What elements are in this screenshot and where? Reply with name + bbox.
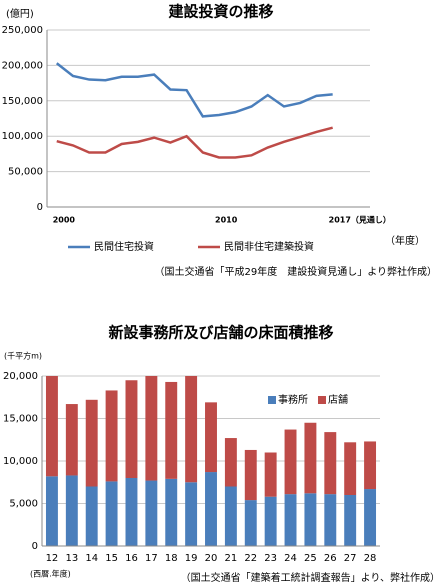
y-tick-label: 150,000 bbox=[2, 96, 43, 107]
bar bbox=[165, 478, 178, 546]
legend-label: 事務所 bbox=[278, 393, 308, 406]
y-tick-label: 20,000 bbox=[3, 371, 38, 382]
x-tick-label: 2000 bbox=[53, 216, 76, 225]
bars bbox=[45, 376, 377, 546]
bar bbox=[85, 399, 98, 487]
legend-label: 民間非住宅建築投資 bbox=[224, 240, 314, 253]
bar bbox=[264, 452, 277, 497]
x-tick-label: 22 bbox=[244, 553, 257, 564]
bar bbox=[224, 438, 237, 487]
bar bbox=[284, 494, 297, 546]
x-tick-label: 15 bbox=[105, 553, 118, 564]
bar bbox=[45, 376, 58, 477]
bar bbox=[105, 390, 118, 482]
bar bbox=[244, 500, 257, 546]
bar bbox=[284, 429, 297, 495]
bar bbox=[264, 496, 277, 546]
bar bbox=[304, 493, 317, 546]
legend-swatch bbox=[318, 396, 326, 404]
y-tick-label: 0 bbox=[37, 202, 43, 213]
y-tick-label: 0 bbox=[32, 541, 38, 552]
bar bbox=[145, 376, 158, 481]
legend-swatch bbox=[268, 396, 276, 404]
source-note: （国土交通省「建築着工統計調査報告」より、弊社作成） bbox=[181, 571, 440, 584]
x-tick-label: 18 bbox=[165, 553, 178, 564]
source-note: （国土交通省「平成29年度 建設投資見通し」より弊社作成） bbox=[154, 265, 437, 278]
y-tick-label: 5,000 bbox=[9, 499, 38, 510]
bar bbox=[205, 402, 217, 473]
bar bbox=[304, 422, 317, 494]
line bbox=[55, 62, 333, 118]
x-tick-label: 25 bbox=[304, 553, 317, 564]
x-tick-label: 23 bbox=[264, 553, 277, 564]
bar bbox=[125, 380, 138, 478]
x-tick-label: 2017（見通し） bbox=[329, 215, 391, 225]
bar bbox=[185, 376, 198, 483]
x-tick-label: 16 bbox=[125, 553, 138, 564]
x-tick-label: 24 bbox=[284, 553, 297, 564]
x-tick-label: 13 bbox=[65, 553, 78, 564]
x-axis-label: (西暦.年度) bbox=[30, 569, 71, 579]
bar bbox=[244, 449, 257, 501]
bar bbox=[344, 495, 357, 546]
chart-title: 建設投資の推移 bbox=[168, 3, 273, 21]
bar bbox=[105, 481, 118, 546]
legend-label: 民間住宅投資 bbox=[94, 240, 154, 253]
y-axis-label: (億円) bbox=[6, 7, 34, 20]
x-tick-label: 27 bbox=[344, 553, 357, 564]
bar bbox=[205, 472, 217, 546]
x-tick-label: 19 bbox=[185, 553, 198, 564]
x-tick-label: 21 bbox=[225, 553, 238, 564]
bar bbox=[344, 442, 357, 495]
x-tick-label: 28 bbox=[364, 553, 377, 564]
y-axis-label: (千平方m) bbox=[4, 351, 42, 361]
bar bbox=[224, 486, 237, 546]
x-tick-label: 12 bbox=[46, 553, 59, 564]
y-tick-label: 50,000 bbox=[8, 167, 43, 178]
bar bbox=[165, 381, 178, 479]
bar bbox=[324, 432, 337, 495]
chart-title: 新設事務所及び店舗の床面積推移 bbox=[108, 324, 333, 342]
y-tick-label: 250,000 bbox=[2, 25, 43, 36]
bar bbox=[185, 482, 198, 546]
bar bbox=[45, 476, 58, 546]
bar bbox=[65, 475, 78, 546]
bar bbox=[65, 404, 78, 476]
bar bbox=[324, 494, 337, 546]
bar bbox=[364, 441, 377, 490]
x-axis-label: （年度） bbox=[385, 234, 425, 247]
bar bbox=[85, 486, 98, 546]
y-tick-label: 200,000 bbox=[2, 60, 43, 71]
x-tick-label: 14 bbox=[85, 553, 98, 564]
y-tick-label: 10,000 bbox=[3, 456, 38, 467]
legend-label: 店舗 bbox=[328, 393, 348, 406]
x-tick-label: 2010 bbox=[215, 216, 238, 225]
bar bbox=[125, 478, 138, 546]
bar bbox=[364, 489, 377, 546]
x-tick-label: 26 bbox=[324, 553, 337, 564]
bar bbox=[145, 480, 158, 546]
line bbox=[56, 126, 333, 159]
x-tick-label: 20 bbox=[205, 553, 218, 564]
y-tick-label: 100,000 bbox=[2, 131, 43, 142]
x-tick-label: 17 bbox=[145, 553, 158, 564]
y-tick-label: 15,000 bbox=[3, 414, 38, 425]
